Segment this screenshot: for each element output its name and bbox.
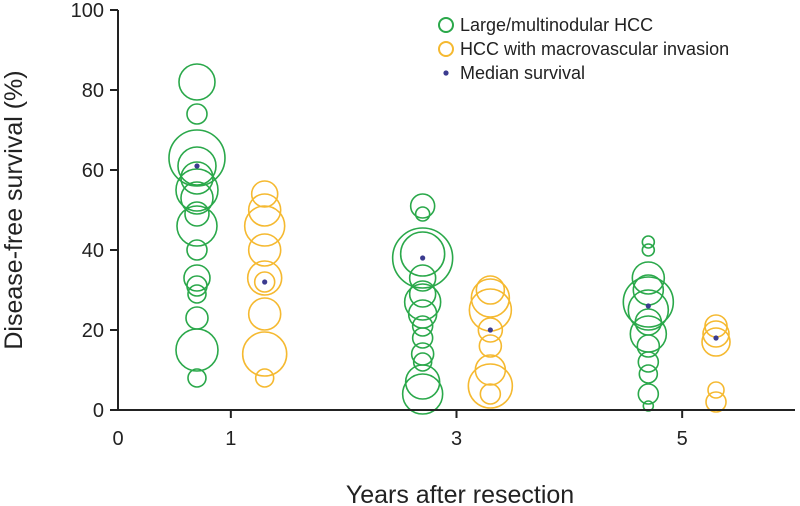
- data-point-circle: [247, 193, 282, 227]
- data-point-circle: [243, 205, 286, 247]
- data-point-circle: [478, 334, 503, 358]
- x-tick-label: 5: [677, 428, 688, 450]
- data-point-circle: [177, 146, 217, 186]
- y-tick-label: 40: [82, 240, 104, 262]
- x-axis-title: Years after resection: [346, 481, 574, 506]
- data-point-circle: [253, 271, 276, 293]
- data-point-circle: [409, 193, 436, 219]
- legend-label: Large/multinodular HCC: [460, 15, 653, 35]
- median-point: [420, 255, 426, 261]
- data-point-circle: [701, 327, 731, 357]
- y-tick-label: 20: [82, 320, 104, 342]
- data-point-circle: [185, 306, 209, 330]
- data-point-circle: [637, 383, 660, 405]
- data-point-circle: [254, 368, 275, 388]
- median-point: [713, 335, 719, 341]
- data-point-circle: [247, 297, 282, 331]
- data-point-circle: [474, 354, 507, 386]
- data-point-circle: [629, 315, 668, 353]
- data-point-circle: [168, 129, 226, 187]
- x-axis-ticks: 0 1 3 5: [112, 410, 688, 450]
- data-point-circle: [401, 373, 444, 415]
- data-point-circle: [399, 231, 446, 277]
- data-point-circle: [704, 314, 728, 338]
- data-point-circle: [627, 289, 670, 331]
- data-point-circle: [175, 168, 219, 212]
- y-tick-label: 60: [82, 160, 104, 182]
- median-point: [487, 327, 493, 333]
- x-tick-label: 1: [225, 428, 236, 450]
- data-point-circle: [411, 327, 434, 349]
- data-point-circle: [403, 283, 442, 321]
- data-point-circle: [180, 161, 214, 195]
- legend-marker: [438, 41, 454, 57]
- x-tick-label: 0: [112, 428, 123, 450]
- data-point-circle: [391, 227, 454, 289]
- data-point-circle: [408, 264, 437, 292]
- data-point-circle: [176, 205, 218, 247]
- data-point-circle: [412, 352, 433, 372]
- data-point-circle: [470, 278, 511, 318]
- y-tick-label: 80: [82, 80, 104, 102]
- data-point-circle: [187, 368, 207, 388]
- data-point-circle: [631, 261, 666, 295]
- data-point-circle: [410, 342, 435, 366]
- data-point-circle: [408, 280, 437, 308]
- data-point-circle: [187, 284, 207, 304]
- legend-marker: [438, 17, 454, 33]
- data-point-circle: [250, 180, 279, 208]
- y-tick-label: 0: [93, 400, 104, 422]
- data-point-circle: [180, 181, 214, 215]
- data-point-circle: [411, 315, 434, 337]
- data-point-circle: [246, 260, 283, 296]
- y-axis-ticks: 0 20 40 60 80 100: [71, 0, 118, 422]
- data-point-circle: [641, 243, 656, 257]
- data-point-circle: [705, 391, 727, 413]
- data-point-circle: [186, 275, 208, 297]
- data-point-circle: [641, 235, 656, 249]
- median-point: [194, 163, 200, 169]
- data-point-circle: [186, 103, 208, 125]
- y-tick-label: 100: [71, 0, 104, 22]
- data-point-circle: [414, 206, 431, 222]
- median-points: [194, 163, 719, 341]
- data-point-circle: [467, 363, 514, 409]
- data-point-circle: [404, 364, 441, 400]
- data-point-circle: [178, 63, 216, 101]
- data-point-circle: [636, 334, 661, 358]
- median-point: [645, 303, 651, 309]
- legend-label: HCC with macrovascular invasion: [460, 39, 729, 59]
- data-point-circle: [475, 275, 506, 305]
- data-point-circle: [638, 364, 659, 384]
- median-point: [262, 279, 268, 285]
- data-point-circle: [183, 264, 211, 292]
- data-point-circle: [637, 351, 660, 373]
- data-point-circle: [702, 320, 730, 348]
- legend-label: Median survival: [460, 63, 585, 83]
- data-point-circle: [622, 276, 675, 328]
- data-point-circle: [634, 308, 663, 336]
- x-tick-label: 3: [451, 428, 462, 450]
- data-point-circle: [184, 201, 210, 227]
- legend-marker: [443, 70, 449, 76]
- data-point-circle: [247, 233, 282, 267]
- data-point-circle: [707, 381, 725, 399]
- data-point-circle: [477, 317, 504, 343]
- y-axis-title: Disease-free survival (%): [0, 70, 28, 349]
- data-circles: [168, 63, 731, 415]
- legend: Large/multinodular HCC HCC with macrovasc…: [438, 15, 729, 83]
- data-point-circle: [479, 383, 502, 405]
- data-point-circle: [186, 239, 208, 261]
- data-point-circle: [241, 331, 288, 377]
- data-point-circle: [175, 328, 219, 372]
